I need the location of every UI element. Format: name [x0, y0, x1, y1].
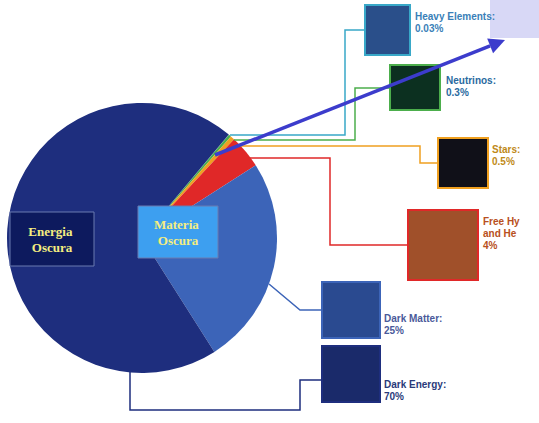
svg-text:Dark Matter:: Dark Matter:: [384, 313, 442, 324]
svg-text:70%: 70%: [384, 391, 404, 402]
svg-text:0.03%: 0.03%: [415, 23, 443, 34]
svg-text:Dark Energy:: Dark Energy:: [384, 379, 446, 390]
svg-text:Stars:: Stars:: [492, 144, 520, 155]
svg-text:Energia: Energia: [28, 224, 75, 239]
svg-text:0.5%: 0.5%: [492, 156, 515, 167]
svg-text:Materia: Materia: [154, 217, 202, 232]
svg-text:Oscura: Oscura: [32, 240, 73, 255]
svg-text:Oscura: Oscura: [158, 233, 199, 248]
svg-text:4%: 4%: [483, 240, 498, 251]
svg-text:0.3%: 0.3%: [446, 87, 469, 98]
svg-text:Heavy Elements:: Heavy Elements:: [415, 11, 495, 22]
svg-text:and He: and He: [483, 228, 517, 239]
svg-text:25%: 25%: [384, 325, 404, 336]
svg-text:Neutrinos:: Neutrinos:: [446, 75, 496, 86]
svg-text:Free Hy: Free Hy: [483, 216, 522, 227]
